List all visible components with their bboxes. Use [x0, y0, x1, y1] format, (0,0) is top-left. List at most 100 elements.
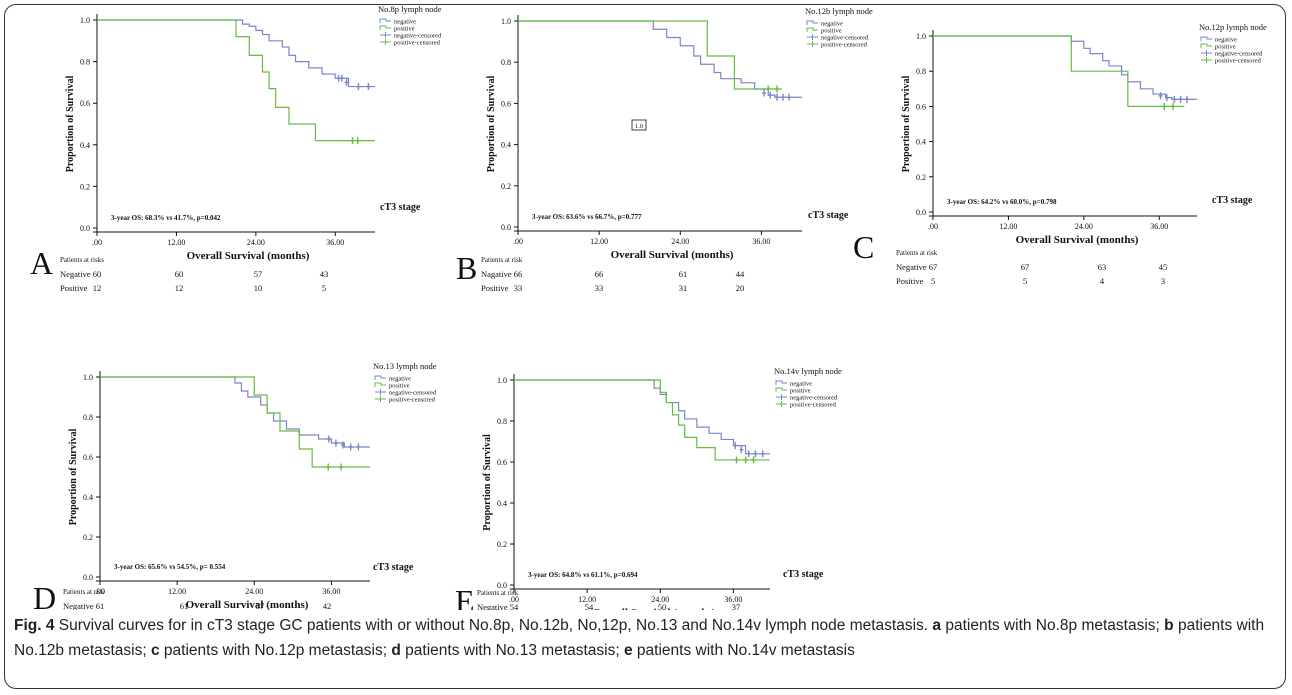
risk-row-label: Positive: [481, 283, 509, 293]
y-tick-label: 0.4: [916, 138, 926, 147]
x-tick-label: .00: [95, 587, 105, 596]
y-tick-label: 0.4: [83, 493, 93, 502]
x-tick-label: 12.00: [590, 237, 608, 246]
risk-value: 66: [595, 269, 604, 279]
caption-part-e: patients with No.14v metastasis: [632, 642, 855, 659]
x-axis-title: Overall Survival (months): [1016, 234, 1139, 246]
legend-title: No.13 lymph node: [373, 361, 437, 371]
y-axis-title: Proportion of Survival: [68, 429, 79, 526]
legend-label: positive-censored: [790, 402, 837, 409]
panel-letter-d: D: [33, 580, 56, 610]
risk-value: 12: [93, 283, 102, 293]
risk-value: 31: [679, 283, 688, 293]
survival-curve-negative: [933, 35, 1197, 100]
risk-value: 54: [585, 602, 594, 610]
x-tick-label: .00: [513, 237, 523, 246]
panel-letter-a: A: [30, 245, 53, 281]
x-axis-title: Overall Survival (months): [611, 249, 734, 261]
risk-row-label: Negative: [477, 602, 508, 610]
panel-letter-b: B: [456, 250, 477, 286]
stage-label: cT3 stage: [783, 569, 824, 580]
km-panel-d: 0.0 0.2 0.4 0.6 0.8 1.0 .00 12.00 24.00 36.00 Prop…: [33, 361, 437, 610]
y-tick-label: 0.6: [80, 99, 90, 108]
logrank-stats: 3-year OS: 65.6% vs 54.5%, p= 0.554: [114, 563, 226, 571]
logrank-stats: 3-year OS: 64.2% vs 60.0%, p=0.798: [947, 198, 1057, 206]
y-tick-label: 0.8: [501, 58, 511, 67]
caption-letter-c: c: [150, 642, 160, 659]
risk-row-label: Negative: [896, 262, 927, 272]
x-tick-label: 36.00: [326, 238, 344, 247]
stage-label: cT3 stage: [380, 202, 421, 213]
x-tick-label: 36.00: [724, 595, 742, 604]
risk-table-header: Patients at risks: [60, 256, 104, 264]
risk-value: 33: [514, 283, 523, 293]
risk-value: 50: [658, 602, 667, 610]
risk-value: 42: [323, 601, 332, 610]
caption-letter-b: b: [1164, 617, 1174, 634]
risk-value: 33: [595, 283, 604, 293]
y-axis-title: Proportion of Survival: [482, 434, 493, 531]
y-tick-label: 1.0: [497, 376, 507, 385]
y-tick-label: 0.2: [497, 540, 507, 549]
y-tick-label: 0.0: [83, 573, 93, 582]
y-tick-label: 1.0: [501, 17, 511, 26]
risk-value: 5: [931, 276, 935, 286]
caption-part-b: patients with No.12b metastasis;: [14, 617, 1265, 659]
legend-label: positive-censored: [821, 42, 868, 49]
risk-value: 61: [96, 601, 105, 610]
risk-value: 60: [175, 269, 184, 279]
risk-value: 67: [929, 262, 938, 272]
survival-curve-positive: [514, 379, 770, 461]
y-tick-label: 1.0: [83, 373, 93, 382]
legend-label: negative: [790, 381, 812, 388]
x-tick-label: .00: [92, 238, 102, 247]
legend-label: negative: [394, 19, 416, 26]
annotation-label: 1.0: [635, 123, 643, 130]
x-axis-title: Overall Survival (months): [593, 607, 716, 610]
x-tick-label: 12.00: [167, 238, 185, 247]
y-tick-label: 0.6: [83, 453, 93, 462]
legend-label: positive: [1215, 44, 1236, 51]
y-tick-label: 0.8: [916, 67, 926, 76]
risk-value: 66: [514, 269, 523, 279]
caption-intro: Survival curves for in cT3 stage GC pati…: [54, 617, 933, 634]
risk-value: 57: [256, 601, 265, 610]
risk-table-header: Patients at risk: [477, 589, 519, 597]
y-tick-label: 0.2: [501, 182, 511, 191]
legend-swatch: [379, 18, 391, 23]
risk-value: 43: [320, 269, 329, 279]
risk-value: 60: [93, 269, 102, 279]
km-panel-c: 0.0 0.2 0.4 0.6 0.8 1.0 .00 12.00 24.00 36.00 Prop…: [853, 22, 1267, 286]
y-tick-label: 0.6: [497, 458, 507, 467]
x-tick-label: 36.00: [1150, 222, 1168, 231]
y-tick-label: 0.4: [497, 499, 507, 508]
survival-curve-negative: [518, 20, 802, 98]
stage-label: cT3 stage: [373, 562, 414, 573]
risk-value: 37: [732, 602, 741, 610]
x-tick-label: 12.00: [999, 222, 1017, 231]
risk-row-label: Nagative: [481, 269, 512, 279]
y-axis-title: Proportion of Survival: [486, 76, 497, 173]
y-axis-title: Proportion of Survival: [901, 76, 912, 173]
y-tick-label: 0.8: [497, 417, 507, 426]
risk-value: 4: [1100, 276, 1105, 286]
risk-value: 10: [254, 283, 263, 293]
x-axis-title: Overall Survival (months): [187, 250, 310, 262]
risk-value: 63: [1098, 262, 1107, 272]
risk-value: 54: [510, 602, 519, 610]
panel-letter-c: C: [853, 229, 874, 265]
x-tick-label: 36.00: [752, 237, 770, 246]
risk-value: 20: [736, 283, 745, 293]
survival-curve-positive: [933, 35, 1185, 107]
logrank-stats: 3-year OS: 68.3% vs 41.7%, p=0.042: [111, 214, 221, 222]
logrank-stats: 3-year OS: 63.6% vs 66.7%, p=0.777: [532, 213, 642, 221]
legend-label: negative-censored: [394, 33, 442, 40]
x-tick-label: 24.00: [245, 587, 263, 596]
x-tick-label: 24.00: [671, 237, 689, 246]
survival-curve-negative: [514, 379, 770, 455]
x-tick-label: 36.00: [322, 587, 340, 596]
y-tick-label: 0.8: [83, 413, 93, 422]
y-tick-label: 0.0: [501, 223, 511, 232]
legend-label: negative: [821, 21, 843, 28]
caption-part-d: patients with No.13 metastasis;: [400, 642, 624, 659]
